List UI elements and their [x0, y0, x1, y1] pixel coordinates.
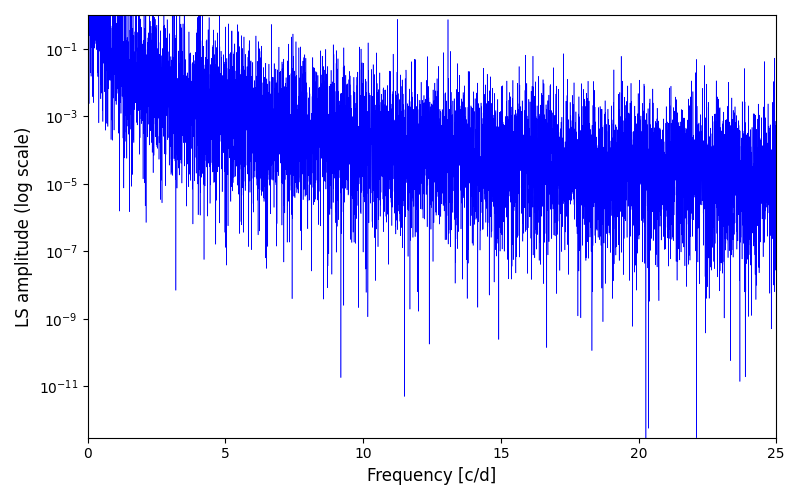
Y-axis label: LS amplitude (log scale): LS amplitude (log scale)	[15, 126, 33, 326]
X-axis label: Frequency [c/d]: Frequency [c/d]	[367, 467, 497, 485]
